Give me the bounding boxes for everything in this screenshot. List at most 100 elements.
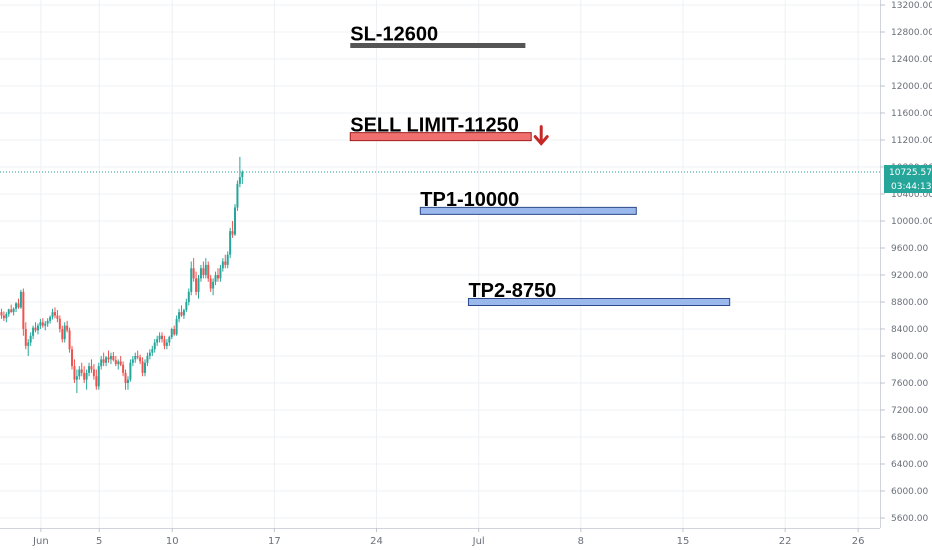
candle[interactable] bbox=[56, 310, 59, 323]
candle[interactable] bbox=[148, 349, 151, 360]
candle[interactable] bbox=[22, 288, 25, 336]
stop-loss-annotation[interactable]: SL-12600 bbox=[350, 24, 526, 49]
candle[interactable] bbox=[173, 325, 176, 336]
candle[interactable] bbox=[146, 352, 149, 367]
candle[interactable] bbox=[15, 302, 18, 313]
candle[interactable] bbox=[219, 264, 222, 282]
candle[interactable] bbox=[124, 369, 127, 390]
candle[interactable] bbox=[234, 204, 237, 236]
candle[interactable] bbox=[17, 298, 20, 309]
candle[interactable] bbox=[10, 304, 13, 313]
candle[interactable] bbox=[39, 318, 42, 329]
candle[interactable] bbox=[63, 322, 66, 343]
candle[interactable] bbox=[131, 356, 134, 367]
sell-limit-annotation[interactable]: SELL LIMIT-11250 bbox=[349, 115, 549, 146]
candle[interactable] bbox=[71, 345, 74, 370]
candle[interactable] bbox=[46, 318, 49, 327]
candle[interactable] bbox=[156, 335, 159, 346]
candle[interactable] bbox=[32, 325, 35, 340]
candle[interactable] bbox=[231, 221, 234, 238]
candle[interactable] bbox=[112, 351, 115, 362]
candle[interactable] bbox=[197, 275, 200, 299]
candle[interactable] bbox=[36, 323, 39, 335]
price-axis[interactable]: 5600.00 6000.00 6400.00 6800.00 7200.00 7600.… bbox=[880, 1, 932, 524]
candle[interactable] bbox=[75, 369, 78, 394]
candle[interactable] bbox=[122, 361, 125, 377]
candle[interactable] bbox=[78, 366, 81, 380]
candle[interactable] bbox=[178, 308, 181, 323]
candle[interactable] bbox=[226, 251, 229, 269]
candle[interactable] bbox=[241, 170, 244, 184]
candle[interactable] bbox=[161, 332, 164, 343]
candle[interactable] bbox=[207, 261, 210, 282]
candle[interactable] bbox=[195, 271, 198, 296]
candle[interactable] bbox=[12, 307, 15, 316]
candle[interactable] bbox=[187, 288, 190, 306]
candle[interactable] bbox=[129, 359, 132, 382]
candle[interactable] bbox=[92, 364, 95, 380]
candle[interactable] bbox=[117, 359, 120, 370]
candle[interactable] bbox=[238, 156, 241, 188]
candle[interactable] bbox=[209, 275, 212, 292]
candle[interactable] bbox=[139, 354, 142, 365]
candle[interactable] bbox=[114, 356, 117, 367]
candle[interactable] bbox=[153, 339, 156, 353]
candle[interactable] bbox=[212, 278, 215, 296]
candle[interactable] bbox=[7, 308, 10, 317]
candle[interactable] bbox=[216, 268, 219, 282]
candle[interactable] bbox=[236, 180, 239, 211]
candle[interactable] bbox=[199, 264, 202, 282]
candle[interactable] bbox=[202, 261, 205, 279]
candle[interactable] bbox=[224, 254, 227, 269]
candle[interactable] bbox=[221, 258, 224, 272]
take-profit-annotation[interactable]: TP1-10000 bbox=[419, 189, 637, 215]
candle[interactable] bbox=[0, 308, 3, 319]
candle[interactable] bbox=[80, 362, 83, 377]
take-profit-annotation[interactable]: TP2-8750 bbox=[467, 280, 731, 306]
candle[interactable] bbox=[68, 327, 71, 353]
candle[interactable] bbox=[97, 362, 100, 390]
candle[interactable] bbox=[29, 332, 32, 346]
candle[interactable] bbox=[105, 356, 108, 367]
candle[interactable] bbox=[95, 369, 98, 390]
candle[interactable] bbox=[53, 307, 56, 319]
candle[interactable] bbox=[119, 356, 122, 367]
candle[interactable] bbox=[143, 359, 146, 377]
candle[interactable] bbox=[49, 315, 52, 324]
candle[interactable] bbox=[175, 315, 178, 336]
candle[interactable] bbox=[85, 369, 88, 390]
time-axis[interactable]: Jun 5 10 17 24 Jul 8 15 22 26 bbox=[32, 528, 864, 547]
candle[interactable] bbox=[83, 366, 86, 383]
candle[interactable] bbox=[73, 359, 76, 383]
candle[interactable] bbox=[19, 289, 22, 309]
candle[interactable] bbox=[182, 308, 185, 319]
candle[interactable] bbox=[134, 352, 137, 363]
candle[interactable] bbox=[165, 339, 168, 350]
candle[interactable] bbox=[90, 359, 93, 373]
candle[interactable] bbox=[158, 332, 161, 343]
candle[interactable] bbox=[66, 320, 69, 333]
candle[interactable] bbox=[100, 356, 103, 370]
candle[interactable] bbox=[190, 261, 193, 296]
candle[interactable] bbox=[185, 298, 188, 313]
candle[interactable] bbox=[51, 308, 54, 320]
candle[interactable] bbox=[168, 335, 171, 346]
candle[interactable] bbox=[107, 350, 110, 363]
candle[interactable] bbox=[204, 258, 207, 279]
candle[interactable] bbox=[2, 311, 5, 321]
candle[interactable] bbox=[141, 357, 144, 377]
candle[interactable] bbox=[192, 258, 195, 282]
candle[interactable] bbox=[109, 352, 112, 365]
candle[interactable] bbox=[214, 271, 217, 286]
candle[interactable] bbox=[44, 320, 47, 331]
candle[interactable] bbox=[41, 318, 44, 328]
candle[interactable] bbox=[170, 327, 173, 340]
candle[interactable] bbox=[136, 350, 139, 360]
candle[interactable] bbox=[126, 376, 129, 390]
candle[interactable] bbox=[24, 322, 27, 350]
candle[interactable] bbox=[58, 315, 61, 333]
candle[interactable] bbox=[5, 312, 8, 323]
candle[interactable] bbox=[34, 322, 37, 333]
candle[interactable] bbox=[229, 227, 232, 259]
